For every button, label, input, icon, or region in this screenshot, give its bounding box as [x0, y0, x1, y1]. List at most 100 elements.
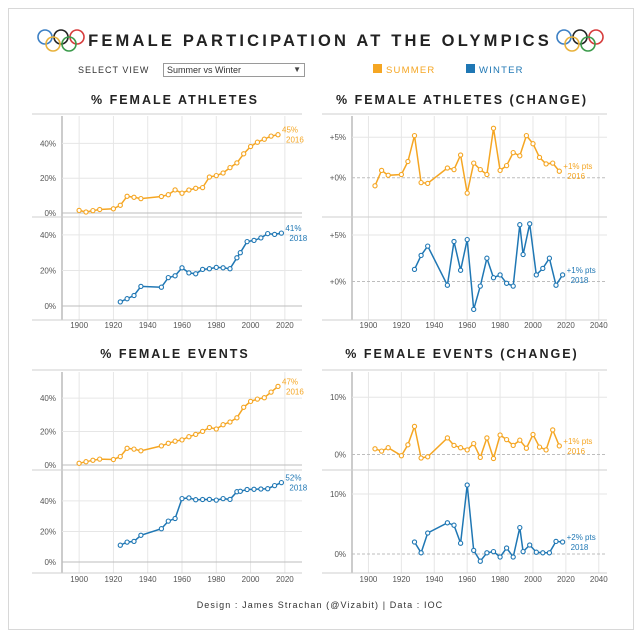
data-point[interactable] [477, 166, 483, 173]
data-point[interactable] [271, 482, 278, 489]
data-point[interactable] [536, 444, 543, 450]
data-point[interactable] [254, 396, 261, 402]
data-point[interactable] [530, 431, 536, 438]
data-point[interactable] [471, 160, 477, 166]
data-point[interactable] [457, 445, 464, 451]
data-point[interactable] [275, 132, 281, 138]
data-point[interactable] [411, 423, 418, 430]
data-point[interactable] [451, 442, 457, 449]
data-point[interactable] [110, 206, 117, 212]
data-point[interactable] [451, 166, 457, 173]
data-point[interactable] [158, 284, 165, 290]
data-point[interactable] [530, 141, 536, 147]
data-point[interactable] [527, 221, 533, 227]
data-point[interactable] [186, 187, 192, 193]
data-point[interactable] [372, 446, 378, 452]
data-point[interactable] [172, 187, 178, 193]
data-point[interactable] [83, 209, 89, 215]
data-point[interactable] [110, 456, 117, 463]
data-point[interactable] [559, 272, 566, 278]
data-point[interactable] [186, 270, 192, 276]
data-point[interactable] [275, 383, 281, 390]
data-point[interactable] [131, 446, 137, 452]
data-point[interactable] [484, 255, 490, 261]
data-point[interactable] [227, 496, 233, 503]
data-point[interactable] [241, 404, 247, 410]
data-point[interactable] [131, 194, 137, 200]
data-point[interactable] [220, 495, 226, 502]
data-point[interactable] [523, 132, 530, 139]
data-point[interactable] [425, 243, 431, 249]
data-point[interactable] [378, 167, 385, 174]
data-point[interactable] [543, 161, 549, 167]
data-point[interactable] [553, 538, 559, 545]
data-point[interactable] [484, 550, 490, 556]
data-point[interactable] [271, 231, 278, 238]
data-point[interactable] [76, 460, 82, 466]
data-point[interactable] [186, 495, 192, 501]
data-point[interactable] [556, 168, 562, 174]
data-point[interactable] [247, 143, 254, 150]
data-point[interactable] [179, 265, 185, 271]
data-point[interactable] [268, 133, 274, 139]
data-point[interactable] [556, 443, 562, 449]
data-point[interactable] [471, 547, 477, 554]
data-point[interactable] [517, 222, 523, 228]
data-point[interactable] [464, 482, 470, 488]
data-point[interactable] [378, 448, 385, 454]
data-point[interactable] [186, 434, 192, 440]
data-point[interactable] [193, 497, 199, 503]
data-point[interactable] [258, 486, 264, 492]
data-point[interactable] [510, 283, 516, 289]
data-point[interactable] [451, 522, 457, 528]
data-point[interactable] [227, 266, 233, 272]
data-point[interactable] [117, 299, 123, 305]
data-point[interactable] [497, 432, 503, 438]
data-point[interactable] [172, 515, 178, 522]
data-point[interactable] [457, 540, 464, 546]
data-point[interactable] [503, 162, 510, 169]
data-point[interactable] [385, 445, 391, 451]
data-point[interactable] [265, 230, 271, 237]
data-point[interactable] [497, 167, 503, 174]
data-point[interactable] [444, 165, 451, 171]
data-point[interactable] [158, 193, 165, 200]
data-point[interactable] [258, 235, 264, 241]
data-point[interactable] [213, 264, 219, 271]
data-point[interactable] [484, 171, 490, 178]
data-point[interactable] [457, 267, 464, 273]
data-point[interactable] [385, 172, 391, 178]
data-point[interactable] [490, 275, 497, 281]
data-point[interactable] [90, 457, 96, 463]
data-point[interactable] [464, 447, 470, 453]
data-point[interactable] [471, 306, 477, 313]
data-point[interactable] [405, 442, 411, 448]
data-point[interactable] [372, 183, 378, 189]
data-point[interactable] [425, 454, 431, 460]
data-point[interactable] [464, 190, 470, 196]
data-point[interactable] [179, 190, 185, 196]
data-point[interactable] [546, 550, 553, 556]
data-point[interactable] [193, 185, 199, 191]
data-point[interactable] [540, 550, 546, 556]
data-point[interactable] [158, 443, 165, 449]
data-point[interactable] [206, 266, 213, 272]
data-point[interactable] [124, 193, 130, 199]
data-point[interactable] [536, 154, 543, 161]
data-point[interactable] [220, 422, 226, 428]
data-point[interactable] [490, 455, 497, 462]
data-point[interactable] [83, 459, 89, 465]
data-point[interactable] [165, 274, 171, 281]
data-point[interactable] [227, 164, 233, 171]
data-point[interactable] [517, 437, 523, 443]
data-point[interactable] [517, 524, 523, 531]
data-point[interactable] [546, 255, 553, 261]
data-point[interactable] [165, 440, 171, 446]
data-point[interactable] [234, 415, 240, 421]
data-point[interactable] [179, 495, 185, 502]
data-point[interactable] [227, 419, 233, 425]
data-point[interactable] [527, 542, 533, 548]
data-point[interactable] [543, 447, 549, 453]
data-point[interactable] [206, 174, 213, 180]
data-point[interactable] [418, 455, 424, 461]
